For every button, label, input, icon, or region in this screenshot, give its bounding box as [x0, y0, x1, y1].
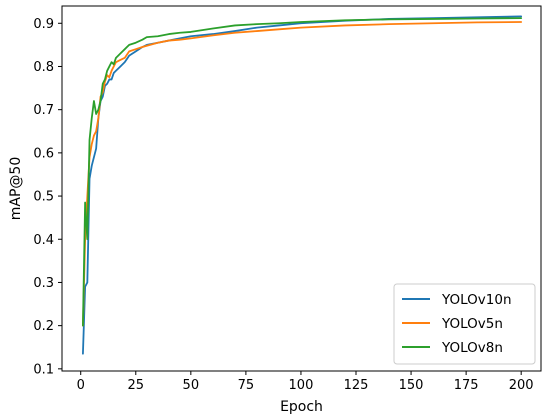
y-tick-label: 0.3 [33, 276, 54, 291]
legend-box [393, 283, 536, 365]
x-tick-label: 175 [454, 378, 479, 393]
legend-label-yolov10n: YOLOv10n [441, 292, 512, 308]
x-tick-label: 50 [183, 378, 200, 393]
series-line-yolov8n [82, 17, 523, 327]
y-tick-label: 0.6 [33, 146, 54, 161]
x-tick-label: 150 [399, 378, 424, 393]
legend-label-yolov5n: YOLOv5n [441, 316, 503, 332]
legend-label-yolov8n: YOLOv8n [441, 340, 503, 356]
y-tick-label: 0.8 [33, 60, 54, 75]
x-tick-label: 25 [128, 378, 145, 393]
x-tick-label: 75 [238, 378, 255, 393]
y-tick-label: 0.7 [33, 103, 54, 118]
series-layer [82, 15, 523, 355]
legend: YOLOv10n YOLOv5n YOLOv8n [393, 283, 536, 365]
y-axis-label: mAP@50 [8, 157, 24, 220]
x-tick-label: 125 [344, 378, 369, 393]
y-tick-label: 0.2 [33, 319, 54, 334]
x-tick-label: 100 [289, 378, 314, 393]
x-axis-label: Epoch [280, 399, 323, 415]
plot-frame [61, 5, 542, 372]
y-tick-label: 0.5 [33, 190, 54, 205]
x-axis-ticks: 0 25 50 75 100 125 150 175 200 [77, 371, 534, 393]
y-tick-label: 0.1 [33, 362, 54, 377]
x-tick-label: 200 [509, 378, 534, 393]
y-tick-label: 0.9 [33, 17, 54, 32]
series-line-yolov10n [82, 15, 523, 355]
y-axis-ticks: 0.1 0.2 0.3 0.4 0.5 0.6 0.7 0.8 0.9 [33, 17, 62, 377]
series-line-yolov5n [82, 21, 523, 327]
y-tick-label: 0.4 [33, 233, 54, 248]
x-tick-label: 0 [77, 378, 85, 393]
